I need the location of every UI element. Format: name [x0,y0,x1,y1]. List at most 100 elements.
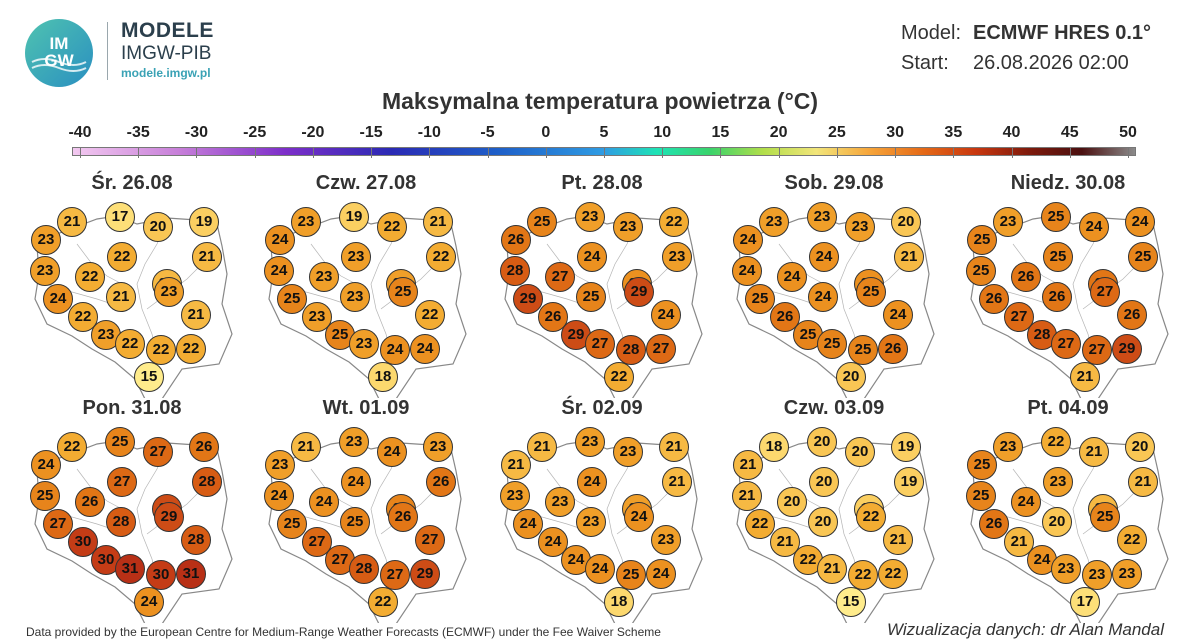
temperature-marker: 27 [1090,277,1120,307]
forecast-panel: Wt. 01.092123242323242624242525252627272… [251,397,481,627]
temperature-marker: 25 [848,335,878,365]
scale-tick-label: 45 [1060,124,1079,141]
temperature-marker: 26 [538,302,568,332]
temperature-marker: 26 [1042,282,1072,312]
temperature-marker: 24 [380,335,410,365]
forecast-panel: Czw. 03.09182020192120192120192220222121… [719,397,949,627]
scale-tick-label: 35 [944,124,963,141]
temperature-marker: 25 [966,481,996,511]
temperature-marker: 21 [106,282,136,312]
scale-tick-label: 10 [653,124,672,141]
temperature-marker: 22 [604,362,634,392]
scale-tick-mark [836,147,838,158]
temperature-marker: 20 [1125,432,1155,462]
region-border [370,444,402,580]
temperature-marker: 23 [651,525,681,555]
temperature-marker: 26 [979,509,1009,539]
brand-title: MODELE [121,19,214,42]
day-label: Wt. 01.09 [322,397,410,419]
scale-tick-label: -5 [480,124,495,141]
temperature-marker: 24 [410,334,440,364]
temperature-marker: 20 [891,207,921,237]
temperature-marker: 26 [75,487,105,517]
temperature-marker: 25 [277,509,307,539]
temperature-marker: 20 [836,362,866,392]
temperature-marker: 25 [1043,242,1073,272]
temperature-marker: 23 [1112,559,1142,589]
temperature-marker: 22 [426,242,456,272]
scale-tick-mark [545,147,547,158]
temperature-marker: 23 [309,262,339,292]
svg-text:GW: GW [44,51,74,70]
temperature-marker: 23 [31,225,61,255]
temperature-marker: 26 [388,502,418,532]
temperature-marker: 23 [500,481,530,511]
temperature-marker: 22 [75,262,105,292]
temperature-marker: 24 [809,242,839,272]
temperature-marker: 26 [979,284,1009,314]
temperature-marker: 29 [624,277,654,307]
scale-tick-label: -40 [68,124,92,141]
temperature-marker: 23 [341,242,371,272]
temperature-marker: 24 [31,450,61,480]
temperature-marker: 23 [1051,554,1081,584]
temperature-marker: 24 [1027,545,1057,575]
temperature-marker: 21 [501,450,531,480]
temperature-marker: 23 [575,202,605,232]
temperature-marker: 27 [1082,335,1112,365]
scale-tick-label: -25 [243,124,267,141]
scale-tick-label: 40 [1002,124,1021,141]
temperature-marker: 24 [1011,487,1041,517]
temperature-marker: 25 [817,329,847,359]
temperature-marker: 24 [309,487,339,517]
forecast-panel: Śr. 26.082117201923222123222124212322212… [17,172,247,402]
temperature-marker: 21 [1079,437,1109,467]
scale-tick-mark [1069,147,1071,158]
scale-tick-mark [778,147,780,158]
temperature-marker: 23 [993,207,1023,237]
temperature-marker: 22 [856,502,886,532]
brand-url-link[interactable]: modele.imgw.pl [121,66,211,80]
scale-tick-label: -30 [184,124,208,141]
temperature-marker: 19 [891,432,921,462]
temperature-marker: 24 [883,300,913,330]
temperature-marker: 24 [624,502,654,532]
temperature-marker: 24 [732,256,762,286]
temperature-marker: 26 [878,334,908,364]
temperature-marker: 24 [561,545,591,575]
scale-tick-mark [604,147,605,158]
temperature-marker: 23 [265,450,295,480]
temperature-marker: 21 [527,432,557,462]
temperature-marker: 22 [878,559,908,589]
temperature-marker: 24 [646,559,676,589]
scale-tick-mark [953,147,955,158]
day-label: Śr. 26.08 [91,172,173,194]
day-label: Pon. 31.08 [82,397,182,419]
temperature-marker: 22 [107,242,137,272]
scale-tick-mark [662,147,664,158]
temperature-marker: 20 [845,437,875,467]
temperature-marker: 22 [368,587,398,617]
temperature-marker: 21 [883,525,913,555]
temperature-marker: 22 [415,300,445,330]
temperature-marker: 22 [57,432,87,462]
temperature-marker: 23 [1043,467,1073,497]
temperature-marker: 23 [613,212,643,242]
start-value: 26.08.2026 02:00 [973,52,1129,74]
temperature-marker: 25 [1041,202,1071,232]
forecast-panel: Śr. 02.092123232121242123232324232424232… [487,397,717,627]
brand-subtitle: IMGW-PIB [121,43,212,64]
temperature-marker: 21 [662,467,692,497]
temperature-marker: 27 [646,334,676,364]
temperature-marker: 22 [68,302,98,332]
temperature-marker: 24 [577,467,607,497]
temperature-marker: 27 [380,560,410,590]
temperature-marker: 25 [388,277,418,307]
region-border [370,219,402,355]
temperature-marker: 29 [410,559,440,589]
temperature-marker: 15 [134,362,164,392]
temperature-marker: 19 [189,207,219,237]
temperature-marker: 25 [1128,242,1158,272]
day-label: Sob. 29.08 [784,172,884,194]
temperature-marker: 22 [659,207,689,237]
